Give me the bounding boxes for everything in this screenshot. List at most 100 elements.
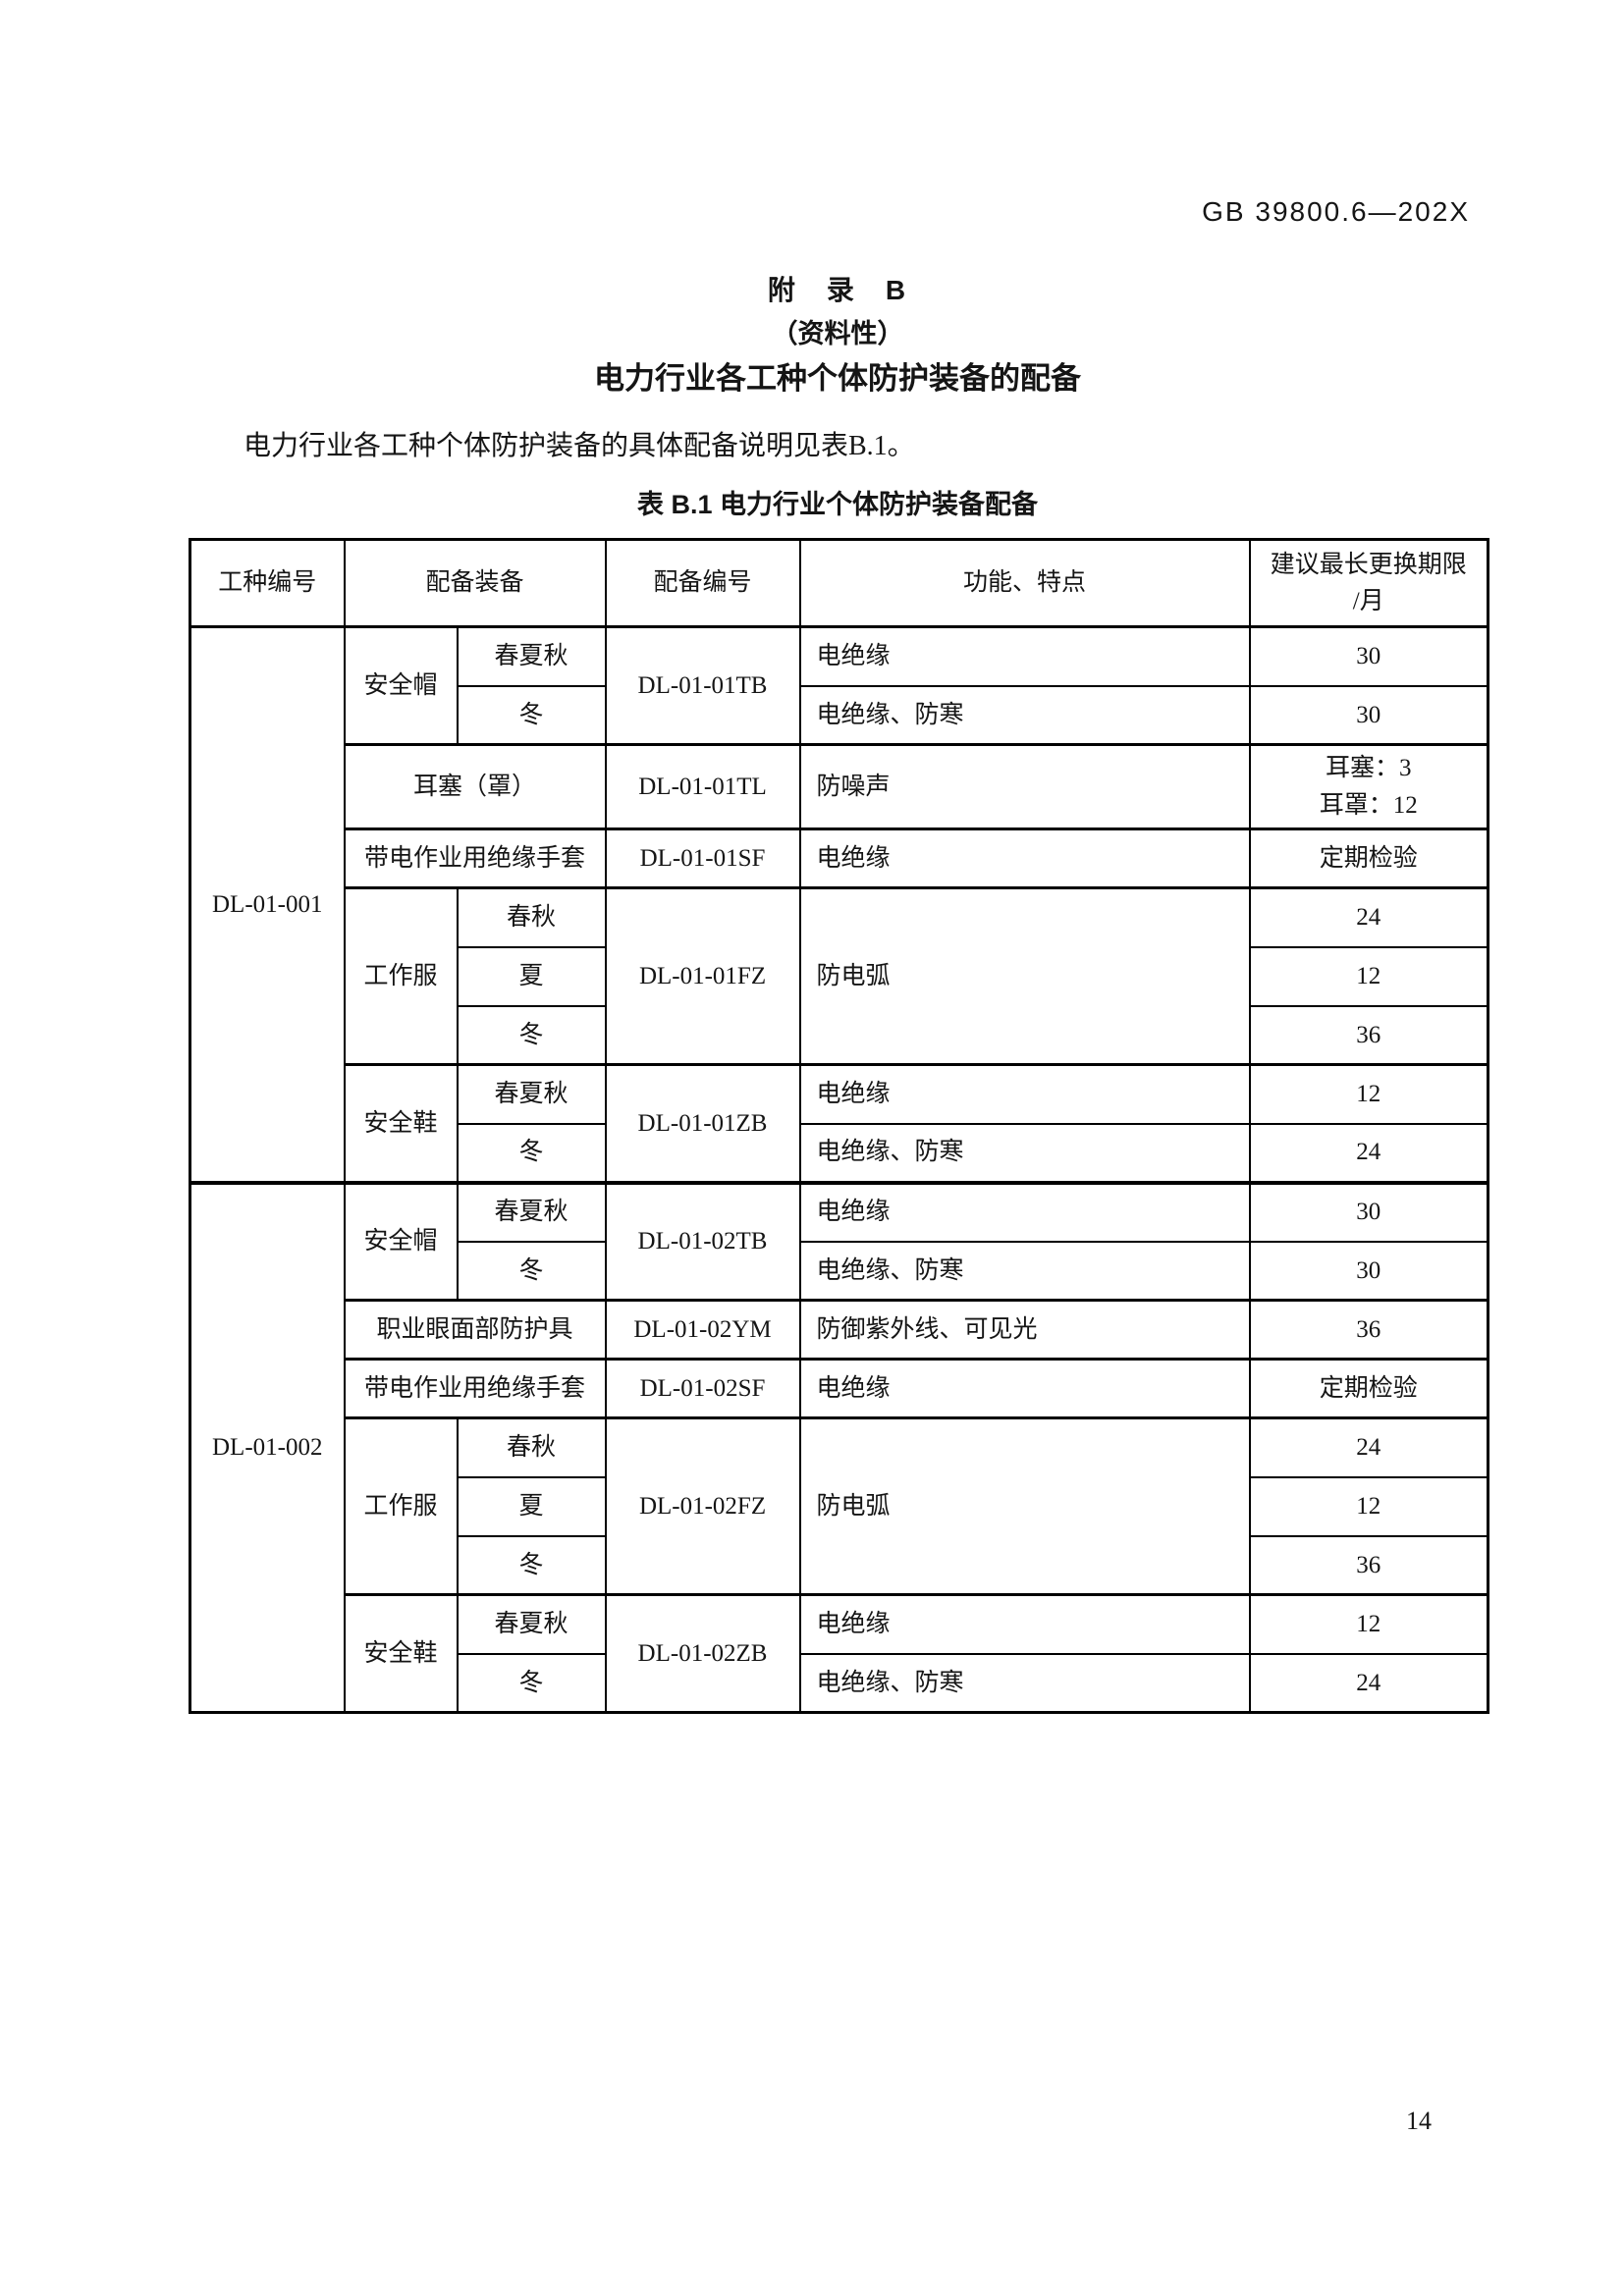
table-cell: 安全帽 xyxy=(343,1180,459,1302)
table-cell: 24 xyxy=(1248,1652,1489,1714)
table-row: 冬 36 xyxy=(190,1004,1489,1066)
table-header: 工种编号 配备装备 配备编号 功能、特点 建议最长更换期限 /月 xyxy=(189,538,1489,628)
table-row: 冬 36 xyxy=(190,1534,1489,1596)
table-cell: 24 xyxy=(1248,886,1489,948)
ppe-table: 工种编号 配备装备 配备编号 功能、特点 建议最长更换期限 /月 DL-01-001 安全… xyxy=(189,538,1490,1714)
table-cell: 电绝缘 xyxy=(798,1358,1251,1419)
table-cell: 电绝缘 xyxy=(798,828,1251,889)
table-cell: 春夏秋 xyxy=(456,1180,607,1243)
table-cell: 春夏秋 xyxy=(456,1593,607,1655)
table-row: 冬 电绝缘、防寒 24 xyxy=(190,1122,1489,1184)
table-cell: DL-01-01TL xyxy=(604,743,801,830)
table-cell: 12 xyxy=(1248,1593,1489,1655)
table-cell: 电绝缘、防寒 xyxy=(798,684,1251,746)
table-cell: 冬 xyxy=(456,1652,607,1714)
table-cell: DL-01-02YM xyxy=(604,1299,801,1361)
table-cell: 防噪声 xyxy=(798,743,1251,830)
table-cell: 冬 xyxy=(456,1122,607,1184)
table-cell: DL-01-02SF xyxy=(604,1358,801,1419)
table-cell: 工作服 xyxy=(343,886,459,1066)
table-row: 职业眼面部防护具 DL-01-02YM 防御紫外线、可见光 36 xyxy=(190,1299,1489,1361)
table-row: 安全鞋 春夏秋 DL-01-02ZB 电绝缘 12 xyxy=(190,1593,1489,1714)
table-cell: 30 xyxy=(1248,625,1489,687)
table-cell: 耳塞：3 耳罩：12 xyxy=(1248,743,1489,830)
table-cell: 春夏秋 xyxy=(456,625,607,687)
table-cell: 30 xyxy=(1248,1180,1489,1243)
table-cell: 24 xyxy=(1248,1122,1489,1184)
appendix-title: 电力行业各工种个体防护装备的配备 xyxy=(594,361,1081,396)
appendix-subheading: （资料性） xyxy=(771,319,904,348)
table-row: 冬 电绝缘、防寒 30 xyxy=(190,1240,1489,1302)
table-row: 工作服 春秋 DL-01-02FZ 防电弧 24 xyxy=(190,1416,1489,1596)
table-cell: 36 xyxy=(1248,1299,1489,1361)
table-row: 工作服 春秋 DL-01-01FZ 防电弧 24 xyxy=(190,886,1489,1066)
table-cell: 防御紫外线、可见光 xyxy=(798,1299,1251,1361)
table-row: 安全鞋 春夏秋 DL-01-01ZB 电绝缘 12 xyxy=(190,1063,1489,1184)
table-cell: 36 xyxy=(1248,1004,1489,1066)
table-cell: DL-01-002 xyxy=(189,1180,346,1714)
standard-number: GB 39800.6—202X xyxy=(1202,196,1470,227)
table-cell: 30 xyxy=(1248,1240,1489,1302)
table-cell: 电绝缘、防寒 xyxy=(798,1652,1251,1714)
table-cell: 24 xyxy=(1248,1416,1489,1478)
table-header-cell: 功能、特点 xyxy=(798,538,1251,628)
table-cell: 冬 xyxy=(456,684,607,746)
table-cell: 工作服 xyxy=(343,1416,459,1596)
table-cell: 夏 xyxy=(456,1475,607,1537)
table-row: 带电作业用绝缘手套 DL-01-02SF 电绝缘 定期检验 xyxy=(190,1358,1489,1419)
table-cell: DL-01-02TB xyxy=(604,1180,801,1302)
table-cell: 春秋 xyxy=(456,886,607,948)
table-cell: 电绝缘 xyxy=(798,1063,1251,1125)
table-row: 夏 12 xyxy=(190,945,1489,1007)
intro-paragraph: 电力行业各工种个体防护装备的具体配备说明见表B.1。 xyxy=(244,431,915,461)
table-cell: DL-01-01FZ xyxy=(604,886,801,1066)
table-cell: 12 xyxy=(1248,945,1489,1007)
table-row: 耳塞（罩） DL-01-01TL 防噪声 耳塞：3 耳罩：12 xyxy=(190,743,1489,830)
table-row: DL-01-002 安全帽 春夏秋 DL-01-02TB 电绝缘 30 xyxy=(189,1180,1489,1714)
table-header-row: 工种编号 配备装备 配备编号 功能、特点 建议最长更换期限 /月 xyxy=(189,538,1489,628)
table-cell: 春夏秋 xyxy=(456,1063,607,1125)
table-cell: 冬 xyxy=(456,1004,607,1066)
table-cell: 安全帽 xyxy=(343,625,459,746)
table-cell: 电绝缘、防寒 xyxy=(798,1122,1251,1184)
table-header-cell: 工种编号 xyxy=(189,538,346,628)
table-cell: 定期检验 xyxy=(1248,828,1489,889)
table-cell: 电绝缘 xyxy=(798,625,1251,687)
table-cell: 夏 xyxy=(456,945,607,1007)
table-row: 夏 12 xyxy=(190,1475,1489,1537)
table-row: 带电作业用绝缘手套 DL-01-01SF 电绝缘 定期检验 xyxy=(190,828,1489,889)
page-number: 14 xyxy=(1406,2107,1432,2135)
table-cell: DL-01-01TB xyxy=(604,625,801,746)
table-cell: 防电弧 xyxy=(798,886,1251,1066)
table-cell: DL-01-01SF xyxy=(604,828,801,889)
table-cell: DL-01-001 xyxy=(189,625,346,1184)
table-cell: 电绝缘 xyxy=(798,1593,1251,1655)
table-cell: 定期检验 xyxy=(1248,1358,1489,1419)
table-cell: 安全鞋 xyxy=(343,1063,459,1184)
table-cell: 安全鞋 xyxy=(343,1593,459,1714)
table-cell: 耳塞（罩） xyxy=(343,743,607,830)
table-cell: 冬 xyxy=(456,1240,607,1302)
table-row: 冬 电绝缘、防寒 30 xyxy=(190,684,1489,746)
table-cell: 春秋 xyxy=(456,1416,607,1478)
table-cell: 电绝缘、防寒 xyxy=(798,1240,1251,1302)
table-cell: 带电作业用绝缘手套 xyxy=(343,828,607,889)
table-row: 冬 电绝缘、防寒 24 xyxy=(190,1652,1489,1714)
table-cell: 冬 xyxy=(456,1534,607,1596)
table-cell: 带电作业用绝缘手套 xyxy=(343,1358,607,1419)
table-cell: DL-01-02FZ xyxy=(604,1416,801,1596)
table-cell: 12 xyxy=(1248,1475,1489,1537)
table-cell: 12 xyxy=(1248,1063,1489,1125)
table-row: DL-01-001 安全帽 春夏秋 DL-01-01TB 电绝缘 30 xyxy=(189,625,1489,1184)
table-cell: 36 xyxy=(1248,1534,1489,1596)
table-header-cell: 配备编号 xyxy=(604,538,801,628)
table-body: DL-01-001 安全帽 春夏秋 DL-01-01TB 电绝缘 30 冬电绝缘、防寒 30 耳… xyxy=(189,625,1489,1714)
table-caption: 表 B.1 电力行业个体防护装备配备 xyxy=(636,490,1039,519)
table-header-cell: 配备装备 xyxy=(343,538,607,628)
table-cell: DL-01-02ZB xyxy=(604,1593,801,1714)
table-cell: 防电弧 xyxy=(798,1416,1251,1596)
table-cell: 职业眼面部防护具 xyxy=(343,1299,607,1361)
table-header-cell: 建议最长更换期限 /月 xyxy=(1248,538,1489,628)
table-cell: DL-01-01ZB xyxy=(604,1063,801,1184)
